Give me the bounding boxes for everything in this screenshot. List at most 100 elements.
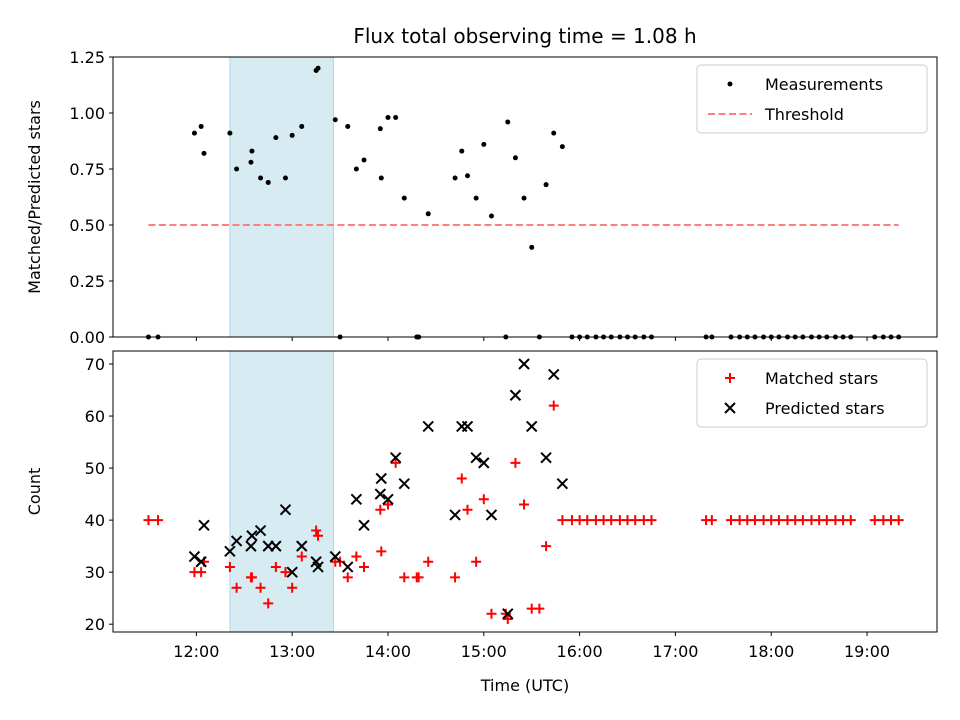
legend-measurement-swatch	[727, 81, 733, 87]
matched-star-point	[296, 551, 307, 562]
y-tick-label: 0.00	[69, 328, 105, 347]
y-tick-label: 60	[85, 407, 105, 426]
matched-star-point	[359, 561, 370, 572]
predicted-star-point	[246, 530, 258, 542]
predicted-star-point	[470, 451, 482, 464]
matched-star-point	[510, 457, 521, 468]
matched-star-point	[471, 556, 482, 567]
measurement-point	[512, 155, 518, 161]
matched-star-point	[382, 499, 393, 510]
predicted-star-point	[422, 420, 434, 433]
matched-star-point	[143, 515, 154, 526]
series-matched-stars	[143, 400, 904, 624]
measurement-point	[452, 175, 458, 181]
y-tick-label: 40	[85, 511, 105, 530]
matched-star-point	[773, 515, 784, 526]
measurement-point	[481, 141, 487, 147]
matched-star-point	[486, 608, 497, 619]
measurement-point	[345, 123, 351, 129]
highlight-span	[229, 350, 334, 633]
matched-star-point	[869, 515, 880, 526]
predicted-star-point	[188, 550, 201, 563]
measurement-point	[543, 182, 549, 188]
matched-star-point	[630, 515, 641, 526]
measurement-point	[299, 123, 305, 129]
legend-label: Threshold	[764, 105, 844, 124]
matched-star-point	[153, 515, 164, 526]
measurement-point	[505, 119, 511, 125]
measurement-point	[393, 114, 399, 120]
legend: Measurements Threshold	[696, 64, 928, 134]
x-tick-label: 16:00	[557, 642, 603, 661]
predicted-star-point	[375, 472, 387, 485]
y-tick-label: 30	[85, 563, 105, 582]
measurement-point	[488, 213, 494, 219]
measurement-point	[377, 126, 383, 132]
measurement-point	[425, 211, 431, 217]
measurement-point	[353, 166, 359, 172]
predicted-star-point	[230, 535, 243, 547]
predicted-star-point	[518, 358, 530, 370]
measurement-point	[198, 123, 204, 129]
matched-star-point	[270, 561, 281, 572]
predicted-star-point	[374, 488, 387, 500]
matched-star-point	[821, 515, 832, 526]
axes-frame	[112, 56, 938, 338]
measurement-point	[529, 244, 535, 250]
x-tick-label: 19:00	[844, 642, 890, 661]
matched-star-point	[196, 567, 207, 578]
predicted-star-point	[509, 389, 522, 401]
matched-star-point	[342, 572, 353, 583]
measurement-point	[401, 195, 407, 201]
matched-star-point	[246, 572, 257, 583]
matched-star-point	[450, 572, 461, 583]
legend-matched-swatch	[725, 373, 735, 383]
legend-box	[696, 64, 928, 134]
predicted-star-point	[358, 519, 370, 532]
matched-star-point	[646, 515, 657, 526]
matched-star-point	[893, 515, 904, 526]
matched-star-point	[541, 541, 552, 552]
predicted-star-point	[254, 524, 267, 537]
measurement-point	[191, 130, 197, 136]
predicted-star-point	[329, 550, 341, 563]
measurement-point	[378, 175, 384, 181]
measurement-point	[559, 144, 565, 150]
matched-star-point	[313, 530, 324, 541]
matched-star-point	[462, 504, 473, 515]
x-tick-label: 12:00	[173, 642, 219, 661]
matched-star-point	[478, 494, 489, 505]
measurement-point	[551, 130, 557, 136]
predicted-star-point	[224, 545, 236, 558]
x-tick-label: 18:00	[748, 642, 794, 661]
matched-star-point	[797, 515, 808, 526]
chart-title: Flux total observing time = 1.08 h	[353, 24, 696, 48]
measurement-point	[521, 195, 527, 201]
predicted-star-point	[389, 451, 402, 464]
matched-star-point	[519, 499, 530, 510]
axes-frame	[112, 350, 938, 633]
predicted-star-point	[198, 519, 210, 532]
matched-star-point	[726, 515, 736, 526]
y-tick-label: 1.25	[69, 48, 105, 67]
matched-star-point	[311, 525, 322, 536]
measurement-point	[315, 65, 321, 71]
matched-star-point	[351, 551, 362, 562]
matched-star-point	[456, 473, 467, 484]
predicted-star-point	[502, 608, 514, 620]
legend-predicted-swatch	[724, 402, 736, 414]
measurement-point	[249, 148, 255, 154]
legend-box	[696, 358, 928, 428]
matched-star-point	[375, 504, 386, 515]
x-tick-label: 13:00	[269, 642, 315, 661]
x-axis-label: Time (UTC)	[480, 676, 569, 695]
y-tick-label: 50	[85, 459, 105, 478]
matched-star-point	[287, 582, 298, 593]
predicted-star-point	[286, 566, 298, 578]
measurement-point	[234, 166, 240, 172]
matched-star-point	[502, 613, 513, 624]
measurement-point	[465, 173, 471, 179]
predicted-star-point	[449, 509, 461, 521]
measurement-point	[332, 117, 338, 123]
y-axis-label: Matched/Predicted stars	[25, 100, 44, 294]
